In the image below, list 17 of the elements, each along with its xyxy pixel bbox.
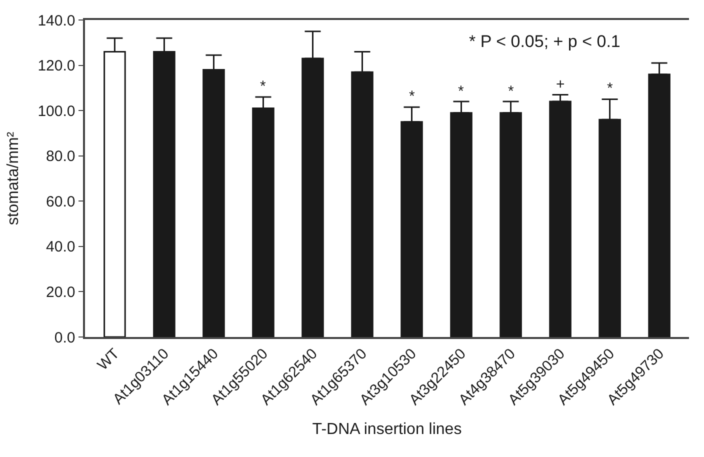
y-axis-title: stomata/mm² xyxy=(5,131,22,226)
annotation: * xyxy=(607,80,613,97)
annotation: + xyxy=(556,76,565,93)
annotation: * xyxy=(260,78,266,95)
annotation: * xyxy=(508,83,514,100)
annotation: * xyxy=(458,83,464,100)
y-tick-label: 100.0 xyxy=(38,102,76,120)
y-tick-label: 0.0 xyxy=(54,329,76,346)
annotation: * P < 0.05; + p < 0.1 xyxy=(469,32,620,51)
y-tick-label: 60.0 xyxy=(46,193,76,210)
x-axis-title: T-DNA insertion lines xyxy=(312,420,462,438)
y-tick-label: 40.0 xyxy=(46,238,76,256)
y-tick-label: 80.0 xyxy=(46,148,76,166)
y-tick-label: 120.0 xyxy=(38,58,76,75)
y-tick-label: 20.0 xyxy=(46,284,76,301)
y-tick-label: 140.0 xyxy=(38,12,76,30)
annotation: * xyxy=(409,88,415,105)
